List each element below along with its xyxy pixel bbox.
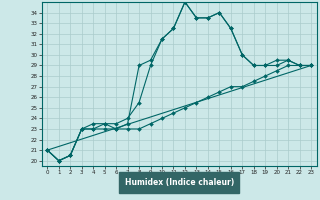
X-axis label: Humidex (Indice chaleur): Humidex (Indice chaleur) bbox=[124, 178, 234, 187]
